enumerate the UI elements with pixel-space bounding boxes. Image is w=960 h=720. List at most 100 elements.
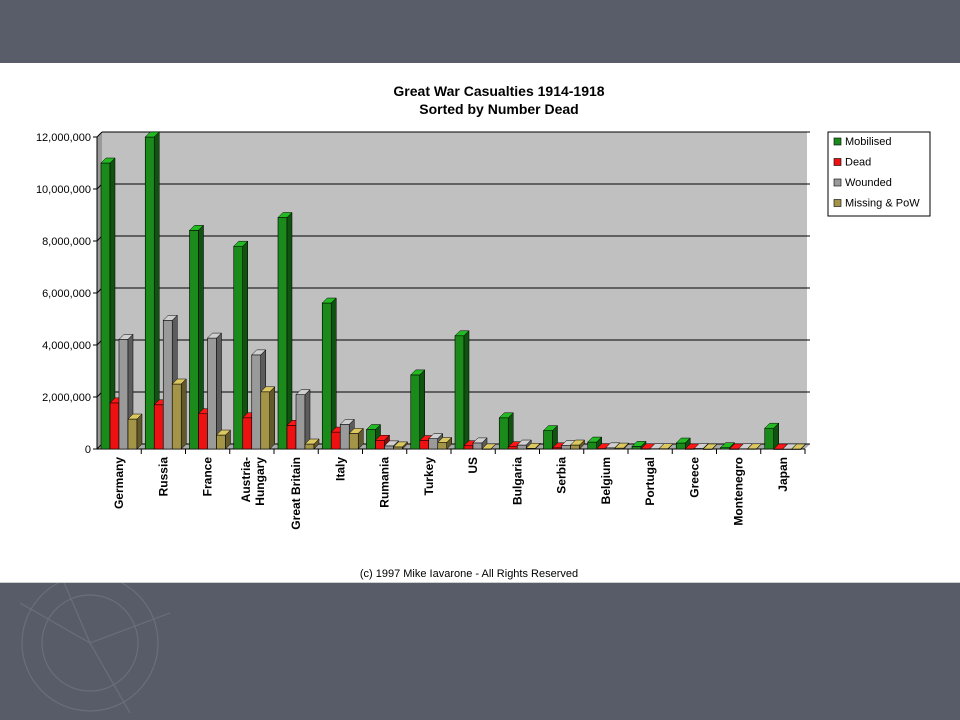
x-category-label-line: Montenegro [732, 457, 746, 526]
bar-missing-pow [304, 443, 315, 450]
bar-missing-pow [393, 446, 403, 450]
bar-mobilised [100, 162, 111, 450]
x-category-label: Montenegro [732, 457, 746, 526]
x-category-label-line: Turkey [422, 457, 436, 496]
bar-wounded [516, 444, 527, 450]
bar-mobilised [675, 442, 686, 450]
slide-divider [0, 63, 960, 66]
x-category-label: Russia [156, 457, 170, 497]
bar-dead [507, 446, 518, 450]
bar-side-face [446, 436, 452, 450]
x-category-label: Bulgaria [510, 457, 524, 505]
x-category-label-line: Austria- [239, 457, 253, 502]
x-category-label: Great Britain [289, 457, 303, 530]
y-tick-label: 8,000,000 [42, 236, 91, 248]
x-category-label-line: Greece [687, 457, 701, 498]
bar-side-face [331, 297, 337, 450]
bar-dead [286, 425, 297, 450]
x-category-label: Italy [333, 457, 347, 481]
legend-label: Wounded [845, 177, 892, 189]
bar-wounded [561, 445, 571, 450]
bar-mobilised [277, 217, 288, 450]
bar-dead [375, 439, 385, 450]
bar-mobilised [233, 245, 244, 450]
slide-footer-band [0, 583, 960, 720]
bar-mobilised [498, 417, 509, 450]
gridline-depth [96, 131, 103, 138]
bar-dead [463, 445, 474, 450]
compass-watermark-icon [19, 583, 171, 714]
chart-panel: Great War Casualties 1914-1918 Sorted by… [0, 66, 960, 583]
bar-side-face [800, 443, 806, 450]
chart-svg: Great War Casualties 1914-1918 Sorted by… [36, 83, 931, 580]
x-category-label: Germany [112, 457, 126, 509]
x-category-label: US [466, 457, 480, 474]
x-category-label: France [201, 457, 215, 497]
x-category-label-line: France [201, 457, 215, 497]
x-category-label-line: Russia [156, 457, 170, 497]
y-tick-label: 4,000,000 [42, 340, 91, 352]
bar-side-face [313, 438, 320, 450]
x-category-label: Belgium [599, 457, 613, 504]
x-category-label-line: Germany [112, 457, 126, 509]
x-category-label: Greece [687, 457, 701, 498]
bar-dead [198, 413, 208, 450]
bar-wounded [472, 442, 483, 450]
x-category-label: Serbia [555, 457, 569, 494]
bar-missing-pow [570, 444, 580, 450]
bar-dead [242, 417, 253, 450]
slide-header-band [0, 0, 960, 63]
x-category-label: Rumania [378, 457, 392, 508]
x-category-label-line: Italy [333, 457, 347, 481]
y-tick-label: 10,000,000 [36, 184, 91, 196]
legend-label: Dead [845, 157, 871, 169]
legend-label: Missing & PoW [845, 198, 920, 210]
x-category-label-line: Rumania [378, 457, 392, 508]
legend-label: Mobilised [845, 136, 891, 148]
x-category-label-line: Bulgaria [510, 457, 524, 505]
x-category-label: Japan [776, 457, 790, 492]
chart-subtitle: Sorted by Number Dead [419, 101, 578, 117]
bar-dead [153, 404, 164, 450]
bar-mobilised [587, 441, 598, 450]
legend-swatch [833, 178, 842, 187]
y-tick-label: 6,000,000 [42, 288, 91, 300]
bar-side-face [579, 439, 585, 450]
bar-wounded [207, 337, 217, 450]
legend-swatch [833, 199, 842, 207]
bar-side-face [181, 378, 187, 450]
x-category-label-line: Great Britain [289, 457, 303, 530]
y-tick-label: 2,000,000 [42, 392, 91, 404]
bar-side-face [712, 443, 718, 450]
x-category-label-line: Hungary [253, 457, 267, 506]
bar-mobilised [366, 429, 376, 450]
bar-wounded [295, 394, 306, 450]
bar-side-face [269, 386, 275, 450]
bar-missing-pow [171, 383, 182, 450]
bar-missing-pow [260, 391, 271, 450]
x-category-label: Portugal [643, 457, 657, 506]
x-category-label: Turkey [422, 457, 436, 496]
bar-wounded [384, 445, 394, 450]
x-category-label-line: Serbia [555, 457, 569, 494]
bar-wounded [339, 424, 350, 450]
bar-mobilised [321, 302, 332, 450]
bar-side-face [225, 429, 231, 450]
x-category-label-line: Belgium [599, 457, 613, 504]
x-category-label-line: Portugal [643, 457, 657, 506]
bar-missing-pow [437, 442, 448, 450]
x-category-label-line: Japan [776, 457, 790, 492]
bar-wounded [118, 339, 129, 450]
bar-mobilised [631, 446, 642, 450]
x-category-label: Austria-Hungary [239, 457, 267, 506]
bar-side-face [623, 442, 629, 450]
bar-mobilised [410, 374, 421, 450]
bar-missing-pow [216, 434, 226, 450]
bar-missing-pow [348, 433, 359, 450]
bar-side-face [463, 330, 470, 450]
bar-side-face [667, 443, 674, 450]
bar-side-face [358, 427, 364, 450]
bar-side-face [756, 443, 762, 450]
bar-dead [419, 440, 430, 450]
bar-mobilised [189, 230, 199, 450]
